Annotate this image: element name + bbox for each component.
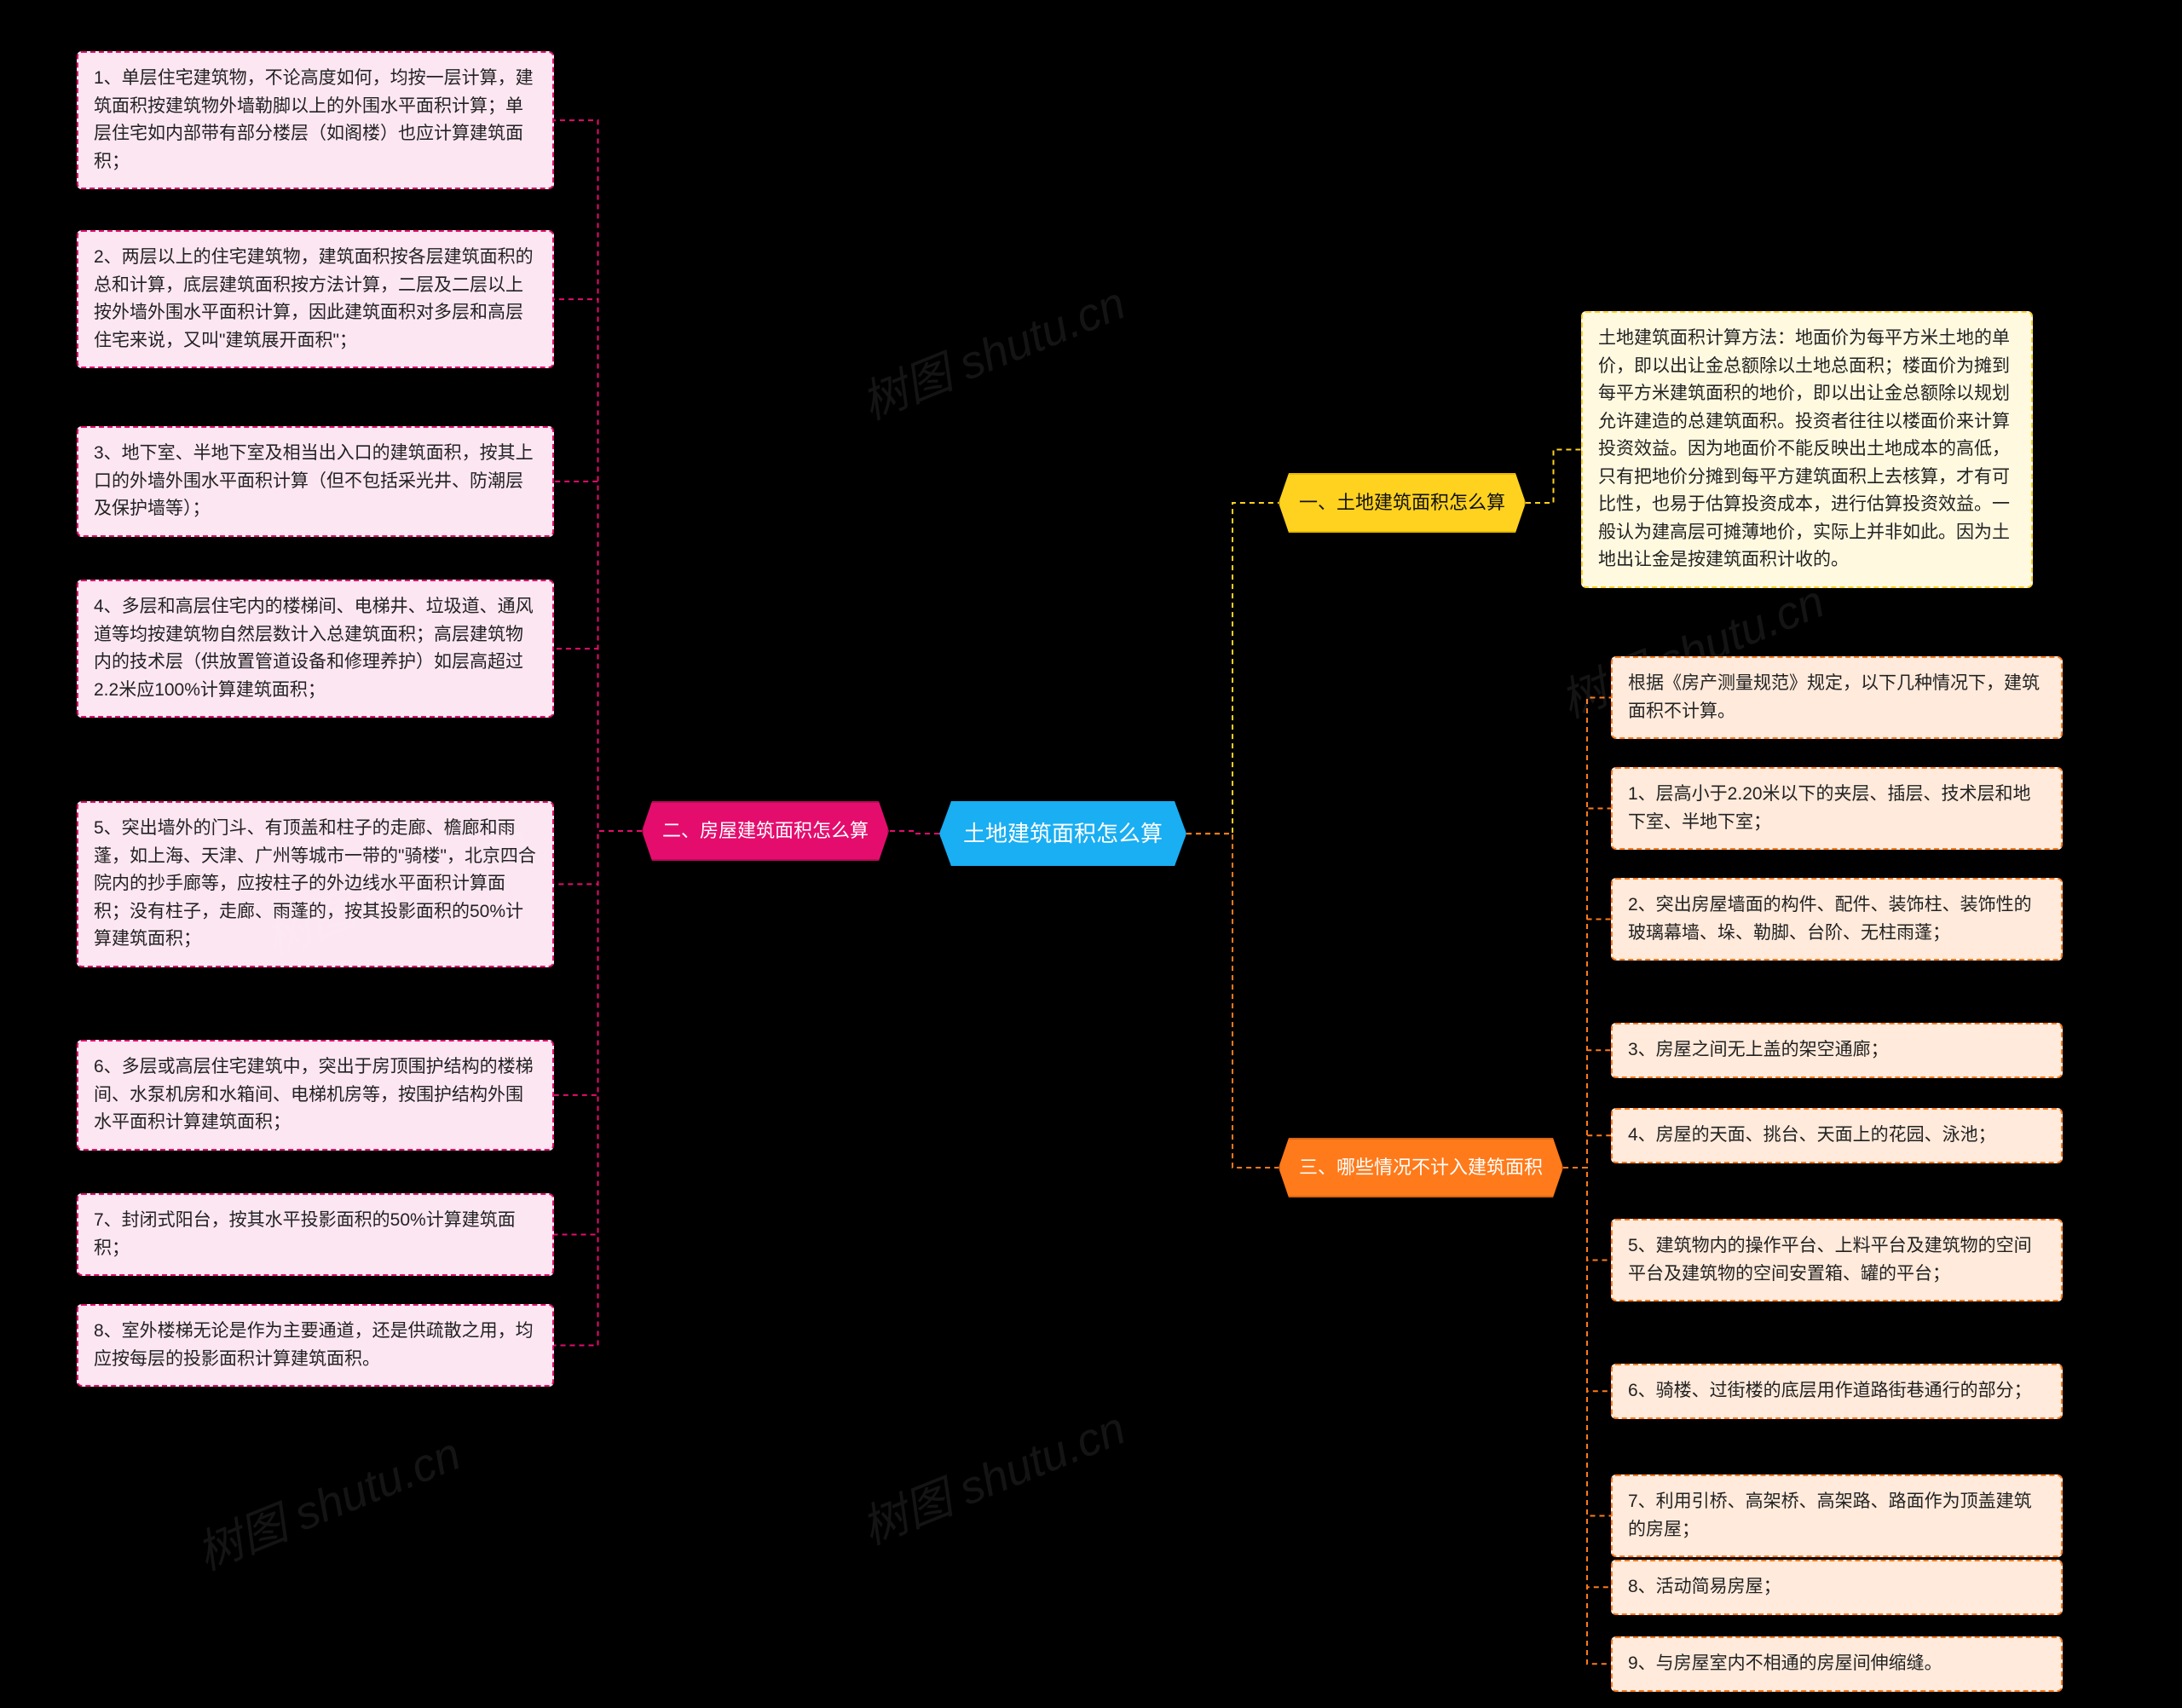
connector — [554, 482, 642, 831]
branch-3: 三、哪些情况不计入建筑面积 — [1279, 1138, 1563, 1197]
connector — [554, 831, 642, 1235]
connector — [1563, 698, 1611, 1168]
branch-3-leaf-0: 根据《房产测量规范》规定，以下几种情况下，建筑面积不计算。 — [1611, 656, 2063, 739]
connector — [1563, 1168, 1611, 1391]
branch-3-leaf-2: 2、突出房屋墙面的构件、配件、装饰柱、装饰性的玻璃幕墙、垛、勒脚、台阶、无柱雨蓬… — [1611, 878, 2063, 961]
connector — [554, 831, 642, 1346]
connector — [1526, 449, 1581, 503]
branch-2-leaf-7: 7、封闭式阳台，按其水平投影面积的50%计算建筑面积； — [77, 1193, 554, 1276]
branch-3-leaf-1: 1、层高小于2.20米以下的夹层、插层、技术层和地下室、半地下室； — [1611, 767, 2063, 850]
branch-1-leaf: 土地建筑面积计算方法：地面价为每平方米土地的单价，即以出让金总额除以土地总面积；… — [1581, 311, 2033, 588]
branch-2-leaf-5: 5、突出墙外的门斗、有顶盖和柱子的走廊、檐廊和雨蓬，如上海、天津、广州等城市一带… — [77, 801, 554, 967]
connector — [554, 831, 642, 1095]
connector — [1563, 1050, 1611, 1168]
connector — [1563, 1168, 1611, 1587]
connector — [1186, 503, 1279, 834]
branch-2-leaf-4: 4、多层和高层住宅内的楼梯间、电梯井、垃圾道、通风道等均按建筑物自然层数计入总建… — [77, 580, 554, 718]
watermark: 树图 shutu.cn — [185, 1417, 469, 1584]
connector — [1563, 1168, 1611, 1261]
branch-2-leaf-3: 3、地下室、半地下室及相当出入口的建筑面积，按其上口的外墙外围水平面积计算（但不… — [77, 426, 554, 537]
branch-3-leaf-4: 4、房屋的天面、挑台、天面上的花园、泳池； — [1611, 1108, 2063, 1163]
branch-2-leaf-1: 1、单层住宅建筑物，不论高度如何，均按一层计算，建筑面积按建筑物外墙勒脚以上的外… — [77, 51, 554, 189]
watermark: 树图 shutu.cn — [850, 1391, 1134, 1558]
branch-2-leaf-8: 8、室外楼梯无论是作为主要通道，还是供疏散之用，均应按每层的投影面积计算建筑面积… — [77, 1304, 554, 1387]
connector — [1563, 1135, 1611, 1168]
connector — [1563, 1168, 1611, 1664]
mindmap-canvas: { "colors": { "background": "#000000", "… — [0, 0, 2182, 1708]
connector — [1186, 834, 1279, 1168]
branch-3-leaf-7: 7、利用引桥、高架桥、高架路、路面作为顶盖建筑的房屋； — [1611, 1474, 2063, 1557]
watermark: 树图 shutu.cn — [850, 266, 1134, 433]
connector — [1563, 920, 1611, 1168]
branch-1: 一、土地建筑面积怎么算 — [1279, 473, 1526, 533]
branch-3-leaf-3: 3、房屋之间无上盖的架空通廊； — [1611, 1023, 2063, 1078]
root-node: 土地建筑面积怎么算 — [939, 801, 1186, 866]
connector — [1563, 1168, 1611, 1516]
connector — [554, 649, 642, 831]
branch-2-leaf-6: 6、多层或高层住宅建筑中，突出于房顶围护结构的楼梯间、水泵机房和水箱间、电梯机房… — [77, 1040, 554, 1151]
connector — [554, 831, 642, 884]
connector — [1563, 809, 1611, 1168]
connector — [554, 299, 642, 831]
connector — [554, 120, 642, 831]
branch-3-leaf-5: 5、建筑物内的操作平台、上料平台及建筑物的空间平台及建筑物的空间安置箱、罐的平台… — [1611, 1219, 2063, 1301]
branch-3-leaf-8: 8、活动简易房屋； — [1611, 1560, 2063, 1615]
branch-2-leaf-2: 2、两层以上的住宅建筑物，建筑面积按各层建筑面积的总和计算，底层建筑面积按方法计… — [77, 230, 554, 368]
connector — [889, 831, 939, 834]
branch-3-leaf-6: 6、骑楼、过街楼的底层用作道路街巷通行的部分； — [1611, 1364, 2063, 1419]
branch-3-leaf-9: 9、与房屋室内不相通的房屋间伸缩缝。 — [1611, 1636, 2063, 1692]
branch-2: 二、房屋建筑面积怎么算 — [642, 801, 889, 861]
